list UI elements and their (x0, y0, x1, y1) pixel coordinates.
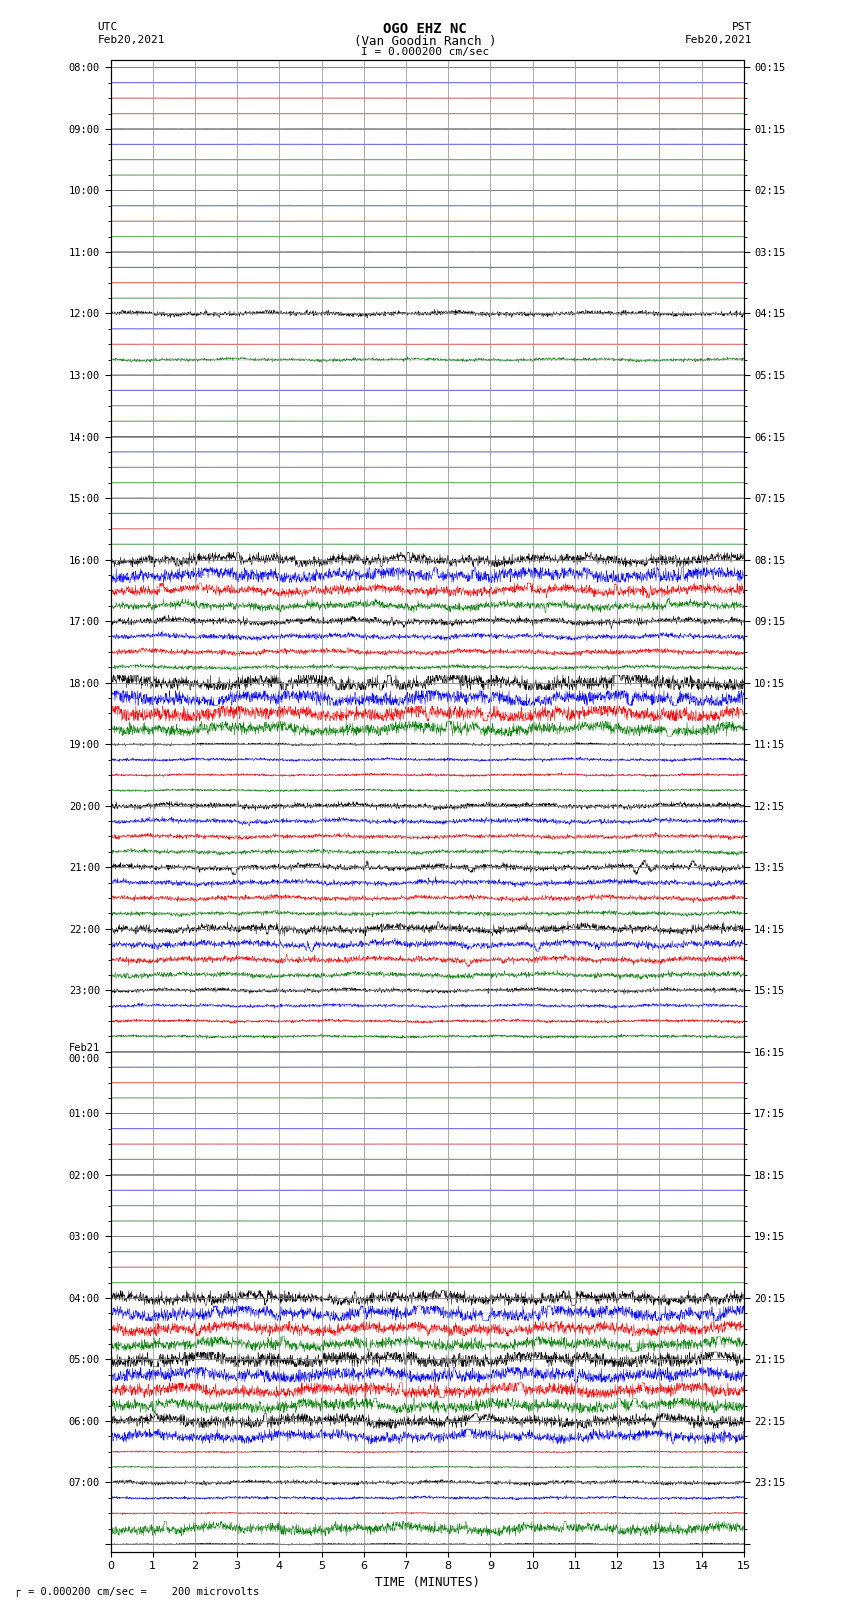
X-axis label: TIME (MINUTES): TIME (MINUTES) (375, 1576, 479, 1589)
Text: (Van Goodin Ranch ): (Van Goodin Ranch ) (354, 35, 496, 48)
Text: Feb20,2021: Feb20,2021 (685, 35, 752, 45)
Text: I = 0.000200 cm/sec: I = 0.000200 cm/sec (361, 47, 489, 56)
Text: ┌: ┌ (13, 1587, 20, 1597)
Text: UTC: UTC (98, 23, 118, 32)
Text: PST: PST (732, 23, 752, 32)
Text: Feb20,2021: Feb20,2021 (98, 35, 165, 45)
Text: = 0.000200 cm/sec =    200 microvolts: = 0.000200 cm/sec = 200 microvolts (28, 1587, 259, 1597)
Text: OGO EHZ NC: OGO EHZ NC (383, 23, 467, 35)
